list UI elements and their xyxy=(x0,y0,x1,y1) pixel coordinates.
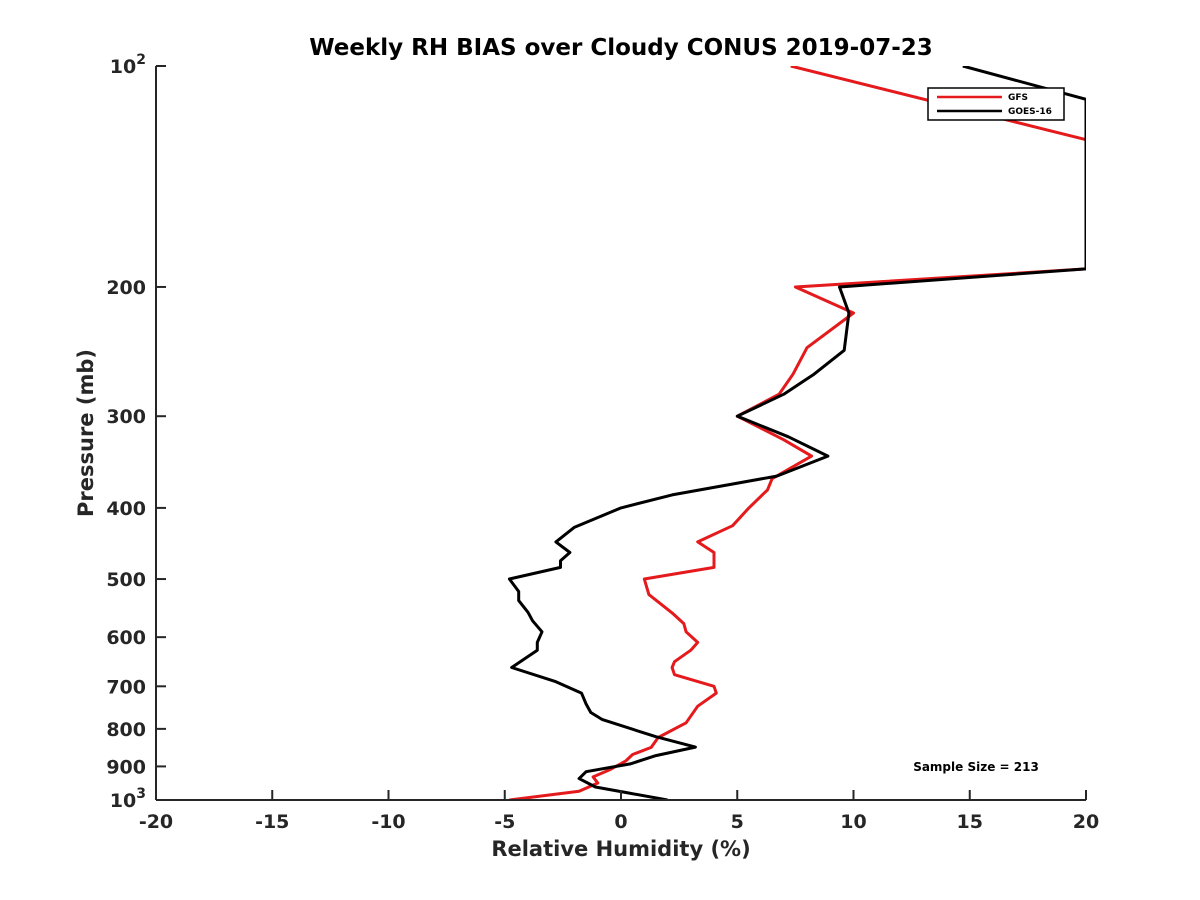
y-tick-label: 300 xyxy=(106,406,146,428)
y-tick-label-exponent: 2 xyxy=(136,52,146,68)
legend-label-goes-16: GOES-16 xyxy=(1008,107,1052,117)
x-tick-label: 15 xyxy=(957,811,983,833)
y-tick-label-base: 10 xyxy=(110,790,136,812)
x-tick-label: -10 xyxy=(371,811,405,833)
y-tick-label: 600 xyxy=(106,627,146,649)
legend-box xyxy=(927,87,1065,121)
y-tick-label: 200 xyxy=(106,277,146,299)
x-tick-label: -5 xyxy=(494,811,515,833)
chart-title: Weekly RH BIAS over Cloudy CONUS 2019-07… xyxy=(309,35,933,61)
y-axis-title: Pressure (mb) xyxy=(74,349,98,517)
series-layer xyxy=(507,66,1086,800)
y-tick-label-exponent: 3 xyxy=(136,786,146,802)
x-tick-label: 5 xyxy=(731,811,744,833)
y-tick-label-base: 10 xyxy=(110,56,136,78)
x-axis-title: Relative Humidity (%) xyxy=(491,837,750,861)
x-tick-label: 0 xyxy=(614,811,627,833)
x-tick-label: -20 xyxy=(139,811,173,833)
x-tick-label: -15 xyxy=(255,811,289,833)
series-line-gfs xyxy=(509,66,1086,800)
legend: GFS GOES-16 xyxy=(927,87,1065,121)
y-tick-label: 400 xyxy=(106,498,146,520)
y-tick-label: 700 xyxy=(106,676,146,698)
y-tick-label: 800 xyxy=(106,719,146,741)
y-tick-label: 500 xyxy=(106,569,146,591)
x-ticks: -20 -15 -10 -5 0 5 10 15 20 xyxy=(139,790,1099,833)
series-line-goes-16 xyxy=(507,66,1086,800)
y-tick-label: 102 xyxy=(110,52,146,78)
sample-size-annotation: Sample Size = 213 xyxy=(913,760,1039,774)
x-tick-label: 20 xyxy=(1073,811,1099,833)
y-tick-label: 103 xyxy=(110,786,146,812)
legend-label-gfs: GFS xyxy=(1008,93,1028,103)
y-tick-label: 900 xyxy=(106,756,146,778)
x-tick-label: 10 xyxy=(840,811,866,833)
